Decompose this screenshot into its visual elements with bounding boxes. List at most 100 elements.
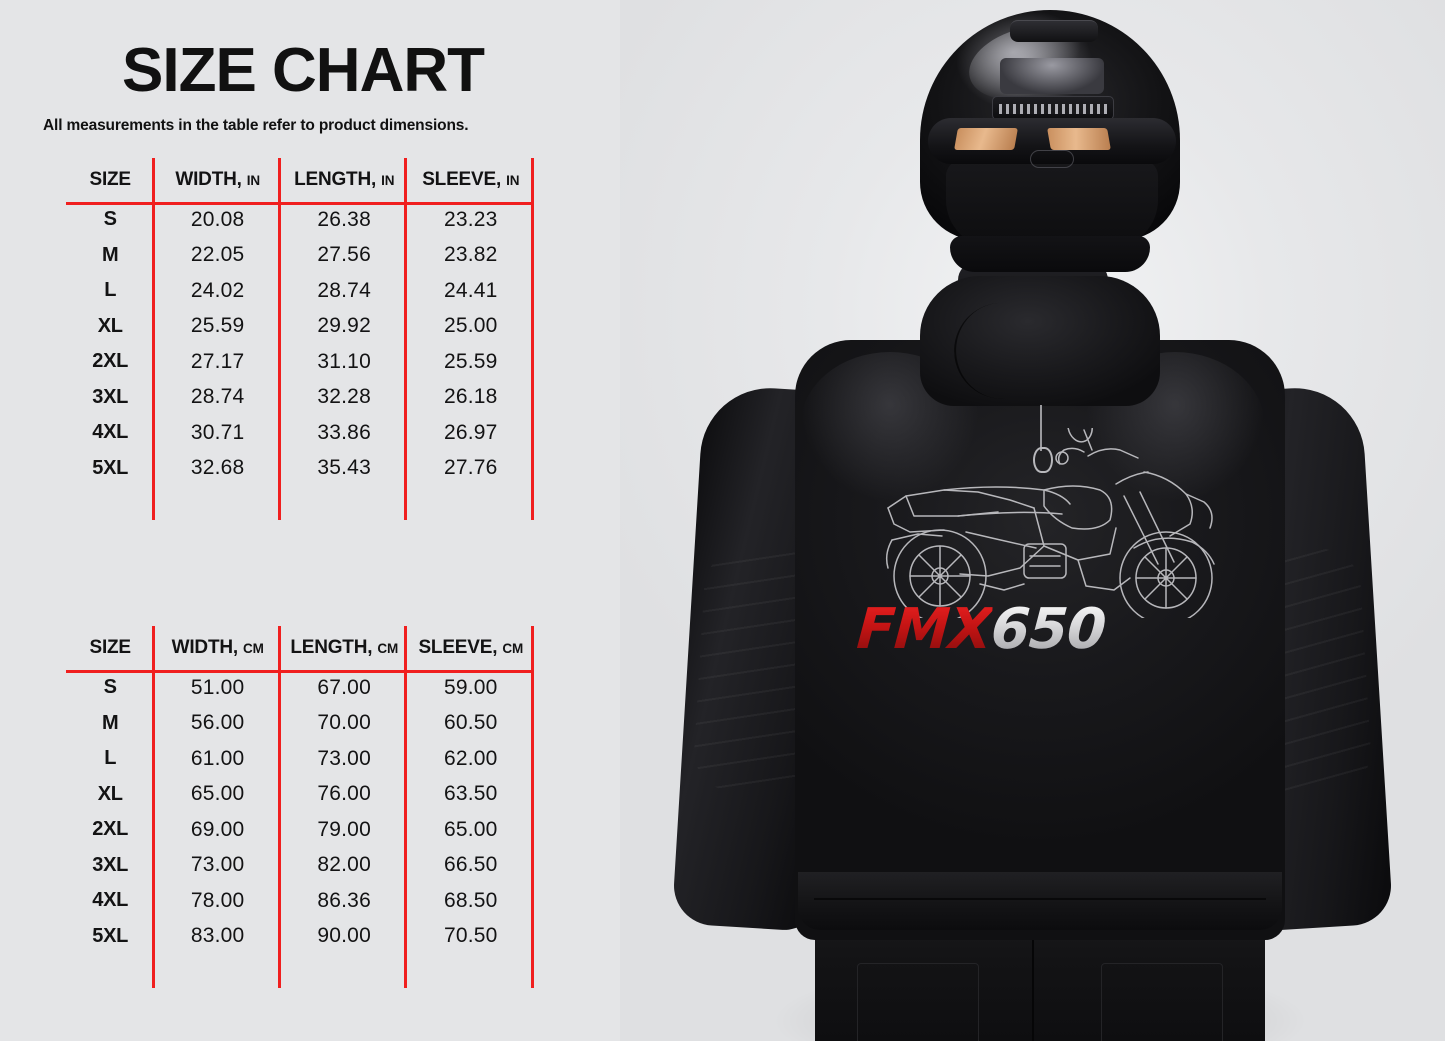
helmet-base — [950, 236, 1150, 272]
page-title: SIZE CHART — [122, 36, 485, 105]
cell-width: 65.00 — [190, 782, 245, 806]
unit-label: CM — [243, 641, 264, 656]
table-row: 2XL 27.17 31.10 25.59 — [66, 344, 534, 380]
cell-length: 73.00 — [317, 746, 371, 770]
table-right-edge — [531, 158, 534, 520]
size-chart-panel: SIZE CHART All measurements in the table… — [0, 0, 620, 1041]
helmet-accent-strip-left — [954, 128, 1018, 150]
cell-sleeve: 26.97 — [443, 420, 498, 444]
cell-width: 24.02 — [190, 278, 245, 302]
cell-length: 29.92 — [317, 314, 371, 338]
cell-width: 69.00 — [190, 817, 245, 841]
motorcycle-line-art-icon — [885, 428, 1215, 618]
cell-sleeve: 59.00 — [443, 675, 498, 699]
cell-length: 27.56 — [317, 243, 371, 267]
unit-label: IN — [381, 173, 395, 188]
cell-width: 32.68 — [190, 456, 245, 480]
page-subtitle: All measurements in the table refer to p… — [43, 117, 469, 134]
cell-width: 61.00 — [190, 746, 245, 770]
unit-label: IN — [506, 173, 520, 188]
cell-size: 5XL — [92, 456, 129, 479]
hood-drawcord — [1033, 405, 1053, 473]
table-centimeters: SIZE WIDTH, CM LENGTH, CM SLEEVE, CM S 51… — [66, 626, 534, 954]
cell-sleeve: 27.76 — [443, 456, 498, 480]
cell-width: 25.59 — [190, 314, 245, 338]
col-header-sleeve: SLEEVE, CM — [418, 637, 523, 658]
column-divider — [152, 626, 155, 988]
helmet-center-plate — [1000, 58, 1104, 94]
print-wordmark: FMX650 — [854, 597, 1239, 662]
cell-length: 70.00 — [317, 711, 371, 735]
cell-size: M — [102, 711, 119, 734]
table-row: XL 25.59 29.92 25.00 — [66, 309, 534, 345]
cell-width: 27.17 — [190, 349, 245, 373]
size-table-centimeters: SIZE WIDTH, CM LENGTH, CM SLEEVE, CM S 51… — [66, 626, 534, 988]
cell-size: 2XL — [92, 818, 129, 841]
cell-size: 4XL — [92, 421, 129, 444]
table-row: XL 65.00 76.00 63.50 — [66, 777, 534, 813]
cell-width: 22.05 — [190, 243, 245, 267]
cell-length: 86.36 — [317, 888, 371, 912]
col-header-width: WIDTH, CM — [171, 637, 264, 658]
cell-size: XL — [97, 782, 123, 805]
trouser-seam — [1031, 905, 1034, 1041]
cell-length: 32.28 — [317, 385, 371, 409]
cell-size: S — [103, 208, 117, 231]
product-photo: FMX650 — [620, 0, 1445, 1041]
unit-label: CM — [502, 641, 523, 656]
col-header-size: SIZE — [89, 169, 131, 190]
cell-length: 28.74 — [317, 278, 371, 302]
header-rule — [66, 670, 534, 673]
table-row: M 56.00 70.00 60.50 — [66, 706, 534, 742]
cell-sleeve: 60.50 — [443, 711, 498, 735]
cell-sleeve: 63.50 — [443, 782, 498, 806]
cell-sleeve: 70.50 — [443, 924, 498, 948]
col-header-length: LENGTH, IN — [294, 169, 395, 190]
table-row: 2XL 69.00 79.00 65.00 — [66, 812, 534, 848]
helmet-accent-strip-right — [1047, 128, 1111, 150]
table-header-row: SIZE WIDTH, CM LENGTH, CM SLEEVE, CM — [66, 626, 534, 670]
cell-length: 26.38 — [317, 207, 371, 231]
cell-width: 56.00 — [190, 711, 245, 735]
table-header-row: SIZE WIDTH, IN LENGTH, IN SLEEVE, IN — [66, 158, 534, 202]
cell-length: 67.00 — [317, 675, 371, 699]
table-row: 5XL 32.68 35.43 27.76 — [66, 451, 534, 487]
size-table-inches: SIZE WIDTH, IN LENGTH, IN SLEEVE, IN S 20… — [66, 158, 534, 520]
cell-sleeve: 23.82 — [443, 243, 498, 267]
cell-size: 3XL — [92, 385, 129, 408]
cell-size: 2XL — [92, 350, 129, 373]
cell-width: 28.74 — [190, 385, 245, 409]
table-row: 5XL 83.00 90.00 70.50 — [66, 919, 534, 955]
cell-sleeve: 25.00 — [443, 314, 498, 338]
table-row: M 22.05 27.56 23.82 — [66, 238, 534, 274]
cell-length: 35.43 — [317, 456, 371, 480]
table-row: L 61.00 73.00 62.00 — [66, 741, 534, 777]
cell-length: 76.00 — [317, 782, 371, 806]
cell-size: L — [104, 747, 117, 770]
cell-size: M — [102, 243, 119, 266]
col-header-length: LENGTH, CM — [290, 637, 399, 658]
col-header-size: SIZE — [89, 637, 131, 658]
cell-length: 82.00 — [317, 853, 371, 877]
model-wearing-hoodie: FMX650 — [620, 0, 1445, 1041]
cell-length: 90.00 — [317, 924, 371, 948]
cell-size: S — [103, 676, 117, 699]
column-divider — [278, 626, 281, 988]
column-divider — [404, 626, 407, 988]
helmet-top-vent — [1010, 20, 1098, 42]
hoodie-hood — [920, 276, 1160, 406]
wordmark-fmx: FMX — [854, 597, 994, 662]
helmet-brand-logo — [1030, 150, 1074, 168]
hoodie-hem — [798, 872, 1282, 930]
hood-fold — [950, 293, 1134, 403]
column-divider — [404, 158, 407, 520]
cell-length: 33.86 — [317, 420, 371, 444]
cell-sleeve: 23.23 — [443, 207, 498, 231]
table-row: S 20.08 26.38 23.23 — [66, 202, 534, 238]
table-row: 4XL 78.00 86.36 68.50 — [66, 883, 534, 919]
cell-sleeve: 68.50 — [443, 888, 498, 912]
cell-width: 30.71 — [190, 420, 245, 444]
col-header-sleeve: SLEEVE, IN — [422, 169, 520, 190]
cell-width: 51.00 — [190, 675, 245, 699]
unit-label: IN — [246, 173, 260, 188]
